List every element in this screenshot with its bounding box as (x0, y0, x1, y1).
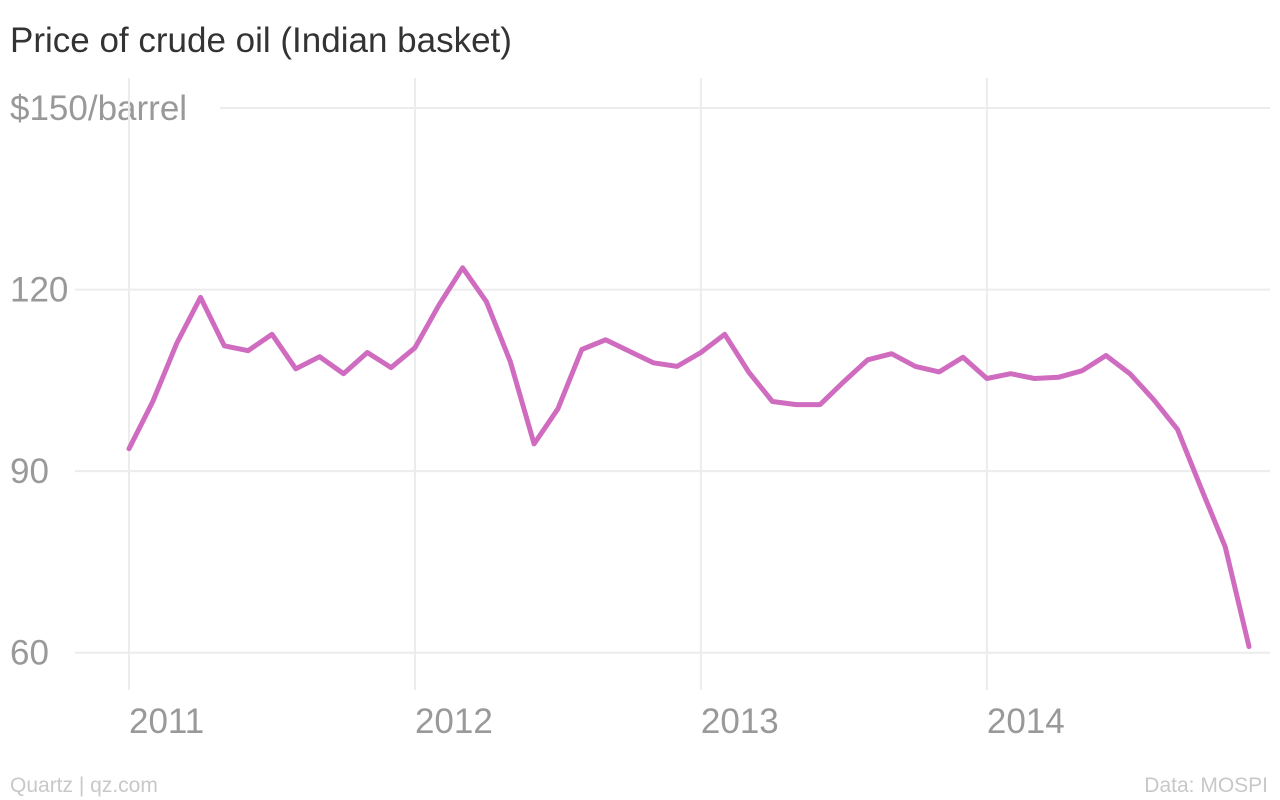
x-tick-label: 2013 (701, 702, 779, 741)
x-tick-label: 2014 (987, 702, 1065, 741)
credit: Quartz | qz.com (10, 774, 158, 797)
y-tick-label: 120 (10, 271, 68, 310)
y-tick-label: $150/barrel (10, 89, 187, 128)
price-line (126, 265, 1252, 650)
x-tick-label: 2011 (129, 702, 204, 741)
y-tick-label: 60 (10, 634, 49, 673)
x-tick-label: 2012 (415, 702, 493, 741)
y-tick-label: 90 (10, 452, 49, 491)
chart-title: Price of crude oil (Indian basket) (10, 21, 512, 60)
source: Data: MOSPI (1144, 774, 1268, 797)
